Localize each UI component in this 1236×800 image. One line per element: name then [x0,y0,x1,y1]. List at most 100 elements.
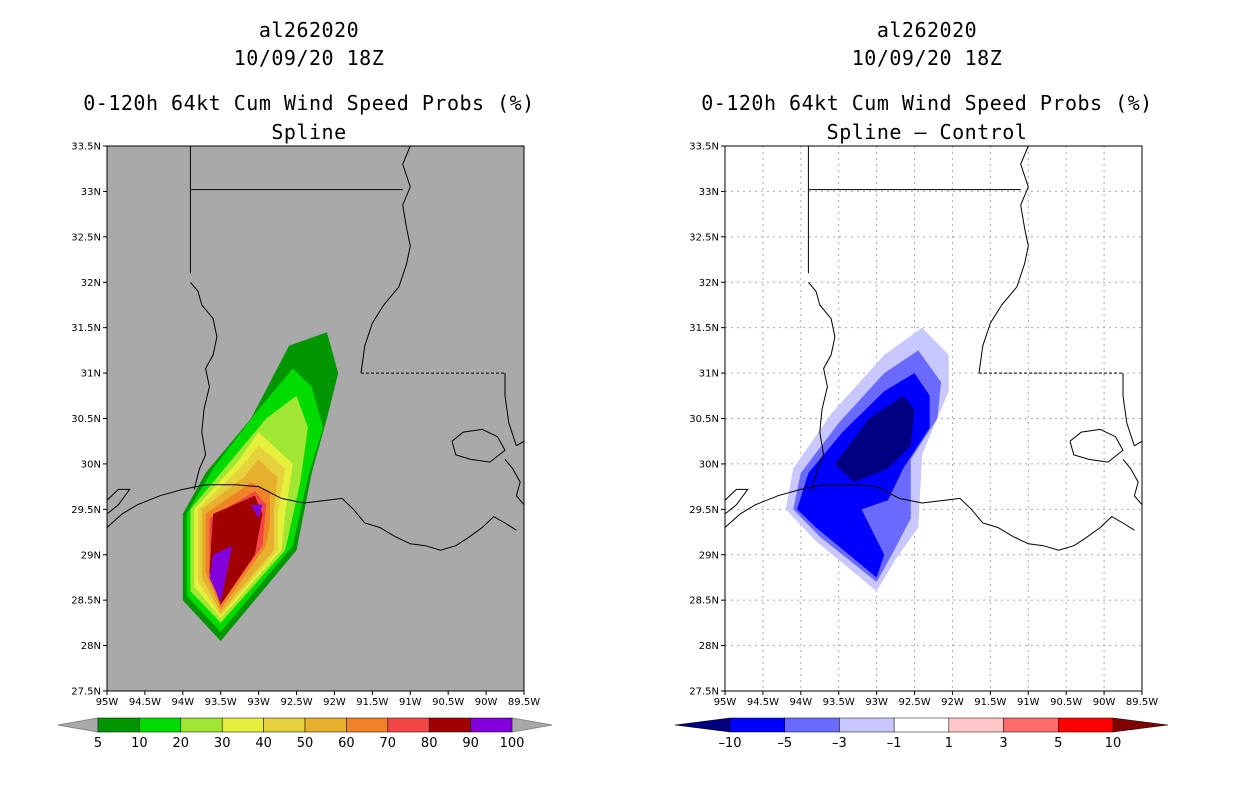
boundary-miss [360,145,411,374]
lon-tick-label: 92W [941,697,964,708]
colorbar-swatch [428,717,471,733]
lat-tick-label: 31.5N [71,323,101,334]
boundary-pearl [504,373,517,446]
lat-tick-label: 29N [81,550,101,561]
colorbar-label: 1 [945,736,953,751]
lon-tick-label: 91.5W [356,697,388,708]
lon-tick-label: 91.5W [974,697,1006,708]
boundary-texasW [724,488,749,515]
lon-tick-label: 95W [714,697,737,708]
lat-tick-label: 33.5N [689,142,719,153]
boundary-gulfLA [106,484,517,551]
colorbar-label: –1 [887,736,902,751]
coastline [106,145,525,551]
coastline [724,145,1143,551]
colorbar-label: 20 [173,736,190,751]
colorbar-label: 30 [214,736,231,751]
right-panel: al262020 10/09/20 18Z 0-120h 64kt Cum Wi… [618,0,1236,800]
probability-contours [182,332,339,641]
lon-tick-label: 93.5W [823,697,855,708]
lon-tick-label: 94.5W [747,697,779,708]
lon-tick-label: 91W [1017,697,1040,708]
latitude-ticks: 33.5N 33N 32.5N 32N 31.5N 31N 30.5N 30N 29.5N 29N… [71,142,107,698]
lat-tick-label: 29N [699,550,719,561]
colorbar-swatch [263,717,306,733]
colorbar-label: 50 [297,736,314,751]
colorbar-label: –3 [832,736,847,751]
probability-map: 33.5N 33N 32.5N 32N 31.5N 31N 30.5N 30N 29.5N 29N… [57,142,553,751]
colorbar-label: 3 [999,736,1007,751]
colorbar-swatch [97,717,140,733]
storm-id-title: al262020 [258,18,360,42]
boundary-msCoast [1134,432,1143,447]
boundary-borgne [504,459,525,506]
prob-contour-90 [251,504,263,519]
colorbar-swatch [1058,717,1114,733]
colorbar-label: 40 [255,736,272,751]
lat-tick-label: 32N [81,278,101,289]
colorbar-swatch [221,717,264,733]
colorbar-label: –5 [777,736,792,751]
lon-tick-label: 93.5W [205,697,237,708]
difference-map: 33.5N 33N 32.5N 32N 31.5N 31N 30.5N 30N 29.5N 29N… [674,142,1169,751]
lat-tick-label: 31N [81,369,101,380]
colorbar-label: 70 [380,736,397,751]
colorbar-label: 5 [1054,736,1062,751]
longitude-ticks: 95W 94.5W 94W 93.5W 93W 92.5W 92W 91.5W 91W 90.5W… [96,691,540,708]
lat-tick-label: 27.5N [71,687,101,698]
lat-tick-label: 30N [699,459,719,470]
lat-tick-label: 30.5N [689,414,719,425]
colorbar: –10 –5 –3 –1 1 3 5 10 [674,717,1169,751]
colorbar-swatch [784,717,840,733]
lon-tick-label: 89.5W [1126,697,1158,708]
left-panel: al262020 10/09/20 18Z 0-120h 64kt Cum Wi… [57,18,553,751]
lon-tick-label: 94W [790,697,813,708]
colorbar-high-arrow [511,717,553,733]
lat-tick-label: 33N [81,187,101,198]
colorbar-label: 90 [462,736,479,751]
chart-title: 0-120h 64kt Cum Wind Speed Probs (%) [701,91,1153,115]
colorbar-swatch [729,717,785,733]
lon-tick-label: 90.5W [432,697,464,708]
colorbar-swatch [387,717,430,733]
boundary-sabine [808,281,836,490]
boundary-pearl [1122,373,1135,446]
prob-contour-90 [209,545,233,602]
colorbar-high-arrow [1112,717,1169,733]
chart-title: 0-120h 64kt Cum Wind Speed Probs (%) [83,91,535,115]
lon-tick-label: 93W [865,697,888,708]
boundary-pontch [1069,428,1124,463]
lat-tick-label: 29.5N [71,505,101,516]
lat-tick-label: 29.5N [689,505,719,516]
lon-tick-label: 92W [323,697,346,708]
longitude-ticks: 95W 94.5W 94W 93.5W 93W 92.5W 92W 91.5W 91W 90.5W… [714,691,1158,708]
colorbar-swatch [893,717,950,733]
lon-tick-label: 93W [247,697,270,708]
colorbar-label: 10 [1105,736,1122,751]
boundary-gulfLA [724,484,1135,551]
lat-tick-label: 32.5N [689,232,719,243]
lat-tick-label: 28.5N [71,596,101,607]
boundary-sabine [190,281,218,490]
boundary-borgne [1122,459,1143,506]
colorbar: 5 10 20 30 40 50 60 70 80 90 100 [57,717,553,751]
lat-tick-label: 30.5N [71,414,101,425]
colorbar-label: 10 [131,736,148,751]
colorbar-swatch [948,717,1004,733]
latitude-ticks: 33.5N 33N 32.5N 32N 31.5N 31N 30.5N 30N 29.5N 29N… [689,142,725,698]
chart-subtitle: Spline – Control [826,120,1028,144]
lat-tick-label: 28N [81,641,101,652]
boundary-miss [978,145,1029,374]
colorbar-label: 100 [500,736,525,751]
colorbar-low-arrow [57,717,99,733]
lat-tick-label: 28.5N [689,596,719,607]
colorbar-swatch [180,717,223,733]
chart-subtitle: Spline [271,120,347,144]
lat-tick-label: 31.5N [689,323,719,334]
colorbar-swatch [304,717,347,733]
lon-tick-label: 92.5W [898,697,930,708]
boundary-texasW [106,488,131,515]
lon-tick-label: 92.5W [280,697,312,708]
diff-contour [834,395,915,483]
colorbar-swatch [470,717,513,733]
